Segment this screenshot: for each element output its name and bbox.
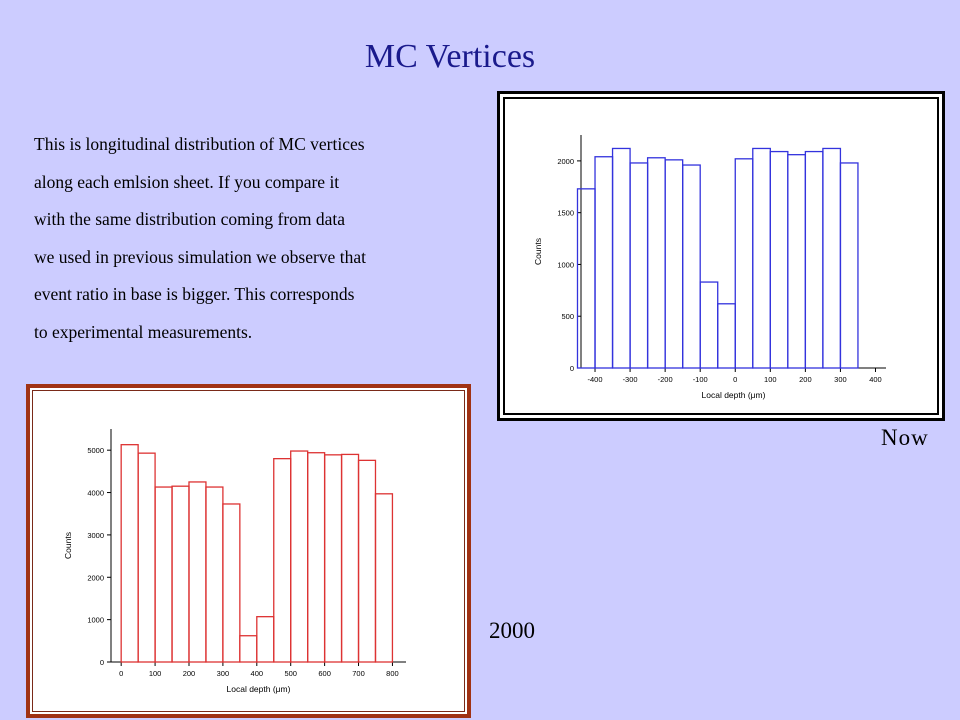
- x-tick-label: 100: [149, 669, 162, 678]
- y-tick-label: 1000: [557, 260, 574, 269]
- y-tick-label: 2000: [557, 157, 574, 166]
- histogram-bar: [734, 158, 754, 369]
- histogram-bar: [307, 452, 326, 663]
- description-paragraph: This is longitudinal distribution of MC …: [34, 126, 474, 352]
- histogram-bar: [576, 188, 596, 369]
- histogram-bar: [629, 162, 649, 369]
- x-axis-label: Local depth (μm): [702, 390, 766, 400]
- x-tick-label: 300: [217, 669, 230, 678]
- y-tick-label: 4000: [87, 489, 104, 498]
- year2000-label: 2000: [489, 618, 535, 643]
- histogram-bar: [646, 157, 666, 369]
- histogram-bar: [137, 452, 156, 663]
- histogram-bar: [769, 150, 789, 369]
- x-tick-label: 400: [251, 669, 264, 678]
- histogram-bar: [374, 493, 394, 663]
- histogram-bar: [357, 459, 377, 663]
- now-chart-frame: 0 500 1000 1500 2000 -400 -300 -200 -100 0 100 200 3…: [497, 91, 945, 421]
- x-tick-label: 700: [352, 669, 365, 678]
- y-tick-label: 5000: [87, 446, 104, 455]
- year2000-histogram-chart: 0 1000 2000 3000 4000 5000 0 100 200 300 400 500 600…: [63, 429, 406, 694]
- x-tick-label: 600: [318, 669, 331, 678]
- description-line: event ratio in base is bigger. This corr…: [34, 284, 355, 305]
- x-tick-label: 300: [834, 375, 847, 384]
- y-tick-label: 1000: [87, 616, 104, 625]
- histogram-bar: [120, 444, 139, 663]
- x-tick-label: 200: [799, 375, 812, 384]
- x-tick-label: 800: [386, 669, 399, 678]
- histogram-bar: [611, 147, 631, 369]
- description-line: along each emlsion sheet. If you compare…: [34, 171, 340, 192]
- page-title: MC Vertices: [364, 38, 536, 75]
- histogram-bar: [205, 486, 224, 663]
- histogram-bar: [717, 303, 736, 369]
- histogram-bar: [822, 147, 842, 369]
- histogram-bar: [699, 281, 719, 369]
- histogram-bar: [787, 154, 807, 369]
- y-tick-label: 500: [561, 312, 574, 321]
- y-tick-label: 2000: [87, 573, 104, 582]
- histogram-bar: [222, 503, 241, 663]
- now-histogram-chart: 0 500 1000 1500 2000 -400 -300 -200 -100 0 100 200 3…: [533, 135, 886, 400]
- y-tick-label: 0: [570, 364, 574, 373]
- histogram-bar: [154, 486, 173, 663]
- histogram-bar: [256, 616, 275, 663]
- x-tick-label: 500: [284, 669, 297, 678]
- y-axis-label: Counts: [533, 238, 543, 265]
- x-tick-label: -300: [623, 375, 638, 384]
- histogram-bar: [273, 458, 292, 663]
- histogram-bar: [188, 481, 207, 663]
- x-tick-label: 200: [183, 669, 196, 678]
- x-tick-label: 400: [869, 375, 882, 384]
- x-tick-label: 100: [764, 375, 777, 384]
- histogram-bar: [290, 450, 309, 663]
- y-axis-label: Counts: [63, 532, 73, 559]
- histogram-bar: [664, 159, 684, 369]
- histogram-bar: [752, 147, 771, 369]
- histogram-bar: [239, 635, 258, 663]
- year2000-chart-frame: 0 1000 2000 3000 4000 5000 0 100 200 300 400 500 600…: [26, 384, 471, 718]
- description-line: we used in previous simulation we observ…: [34, 246, 366, 267]
- histogram-bar: [682, 164, 701, 369]
- x-tick-label: 0: [119, 669, 123, 678]
- x-tick-label: -200: [658, 375, 673, 384]
- description-line: with the same distribution coming from d…: [34, 209, 346, 230]
- description-line: to experimental measurements.: [34, 321, 253, 342]
- x-axis-label: Local depth (μm): [227, 684, 291, 694]
- histogram-bar: [323, 454, 343, 663]
- x-tick-label: -100: [693, 375, 708, 384]
- histogram-bar: [804, 150, 824, 369]
- histogram-bar: [340, 453, 360, 663]
- y-tick-label: 1500: [557, 209, 574, 218]
- x-tick-label: -400: [588, 375, 603, 384]
- x-tick-label: 0: [733, 375, 737, 384]
- histogram-bar: [839, 162, 859, 369]
- y-tick-label: 0: [100, 658, 104, 667]
- y-tick-label: 3000: [87, 531, 104, 540]
- histogram-bar: [171, 485, 190, 663]
- description-line: This is longitudinal distribution of MC …: [34, 134, 365, 154]
- now-label: Now: [881, 425, 929, 450]
- histogram-bar: [594, 156, 614, 369]
